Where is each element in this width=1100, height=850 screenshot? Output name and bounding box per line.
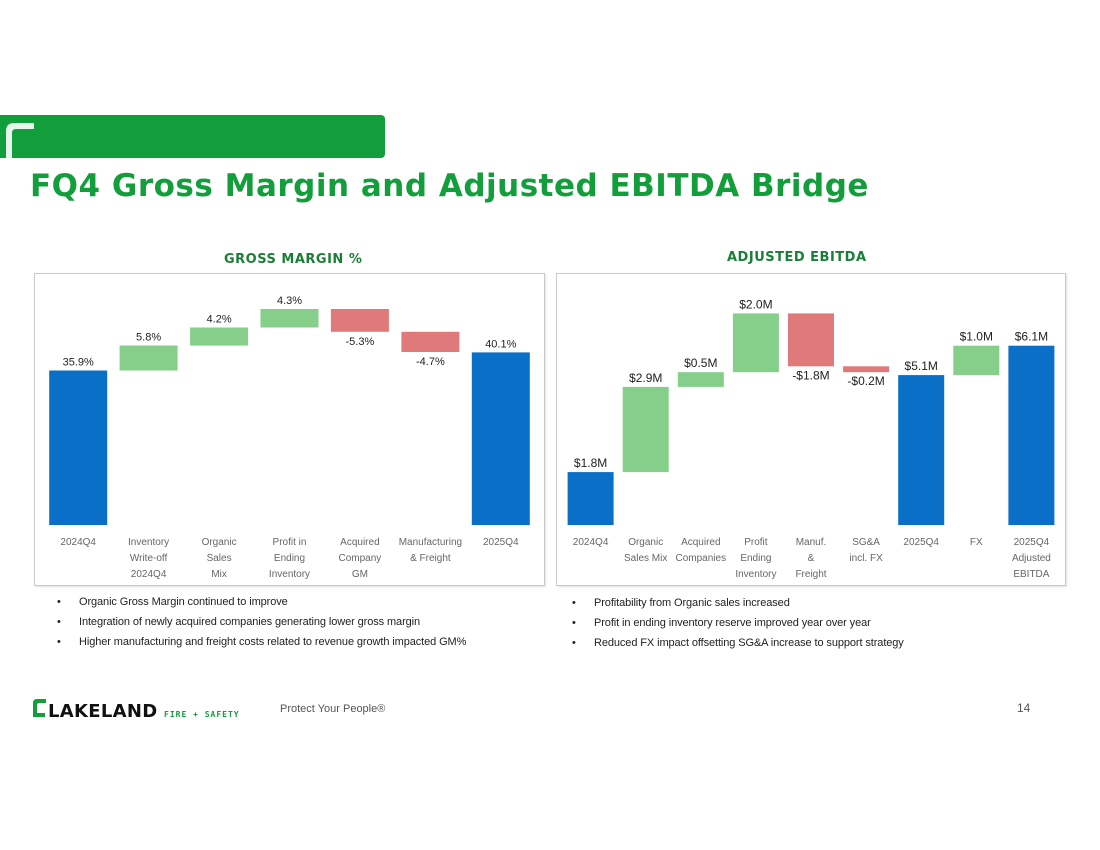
category-label: Freight: [795, 569, 826, 580]
category-label: SG&A: [852, 537, 880, 548]
data-label: $6.1M: [1015, 330, 1048, 344]
gross-margin-waterfall-chart: 35.9% 2024Q4 5.8% Inventory Write-off 2024Q4 4…: [34, 273, 545, 586]
category-label: Organic: [628, 537, 663, 548]
gross-margin-chart-title: GROSS MARGIN %: [224, 252, 363, 267]
category-label: Mix: [211, 569, 227, 580]
waterfall-bar: [401, 331, 460, 352]
category-label: &: [808, 553, 815, 564]
lakeland-logo: LAKELAND FIRE + SAFETY: [33, 699, 240, 721]
waterfall-bar: [788, 313, 834, 367]
waterfall-bar: [953, 345, 1000, 376]
category-label: Manufacturing: [399, 537, 462, 548]
data-label: $1.8M: [574, 456, 607, 470]
category-label: Ending: [274, 553, 305, 564]
category-label: Companies: [676, 553, 727, 564]
logo-subtitle: FIRE + SAFETY: [164, 710, 240, 719]
data-label: $2.0M: [739, 297, 772, 311]
category-label: Company: [338, 553, 381, 564]
category-label: Write-off: [130, 553, 168, 564]
category-label: 2024Q4: [573, 537, 609, 548]
leaf-logo-icon: [6, 123, 34, 158]
data-label: 4.2%: [207, 314, 232, 326]
adjusted-ebitda-waterfall-chart: $1.8M 2024Q4 $2.9M Organic Sales Mix $0.5M Acq…: [556, 273, 1066, 586]
category-label: 2025Q4: [903, 537, 939, 548]
waterfall-bar: [471, 352, 530, 525]
category-label: Organic: [202, 537, 237, 548]
waterfall-bar: [843, 366, 890, 373]
bullet-item: Profit in ending inventory reserve impro…: [569, 616, 904, 636]
data-label: $0.5M: [684, 356, 717, 370]
data-label: $1.0M: [960, 330, 993, 344]
category-label: Ending: [740, 553, 771, 564]
logo-wordmark: LAKELAND: [48, 701, 157, 721]
waterfall-bar: [49, 370, 108, 525]
ebitda-chart-title: ADJUSTED EBITDA: [727, 250, 867, 265]
data-label: -$0.2M: [847, 374, 884, 388]
category-label: Sales Mix: [624, 553, 667, 564]
data-label: -5.3%: [346, 336, 375, 348]
category-label: Profit in: [273, 537, 307, 548]
category-label: Acquired: [340, 537, 379, 548]
waterfall-bar: [677, 372, 724, 387]
category-label: 2024Q4: [60, 537, 96, 548]
data-label: 40.1%: [485, 338, 516, 350]
bullet-item: Organic Gross Margin continued to improv…: [54, 595, 466, 615]
data-label: 4.3%: [277, 295, 302, 307]
waterfall-bar: [190, 327, 249, 346]
category-label: GM: [352, 569, 368, 580]
data-label: -$1.8M: [792, 368, 829, 382]
gross-margin-bullets: Organic Gross Margin continued to improv…: [54, 595, 466, 655]
bullet-item: Reduced FX impact offsetting SG&A increa…: [569, 636, 904, 656]
bullet-item: Higher manufacturing and freight costs r…: [54, 635, 466, 655]
category-label: Adjusted: [1012, 553, 1051, 564]
category-label: Inventory: [128, 537, 169, 548]
category-label: incl. FX: [849, 553, 883, 564]
waterfall-bar: [898, 375, 945, 525]
waterfall-bar: [260, 309, 319, 328]
category-label: Inventory: [735, 569, 776, 580]
page-number: 14: [1017, 701, 1031, 715]
tagline: Protect Your People®: [280, 703, 386, 715]
data-label: 5.8%: [136, 332, 161, 344]
category-label: 2025Q4: [1014, 537, 1050, 548]
data-label: 35.9%: [63, 357, 94, 369]
category-label: Inventory: [269, 569, 310, 580]
category-label: & Freight: [410, 553, 451, 564]
ebitda-chart-svg: $1.8M 2024Q4 $2.9M Organic Sales Mix $0.5M Acq…: [567, 297, 1055, 580]
category-label: EBITDA: [1013, 569, 1049, 580]
data-label: -4.7%: [416, 356, 445, 368]
category-label: 2024Q4: [131, 569, 167, 580]
data-label: $2.9M: [629, 371, 662, 385]
ebitda-bullets: Profitability from Organic sales increas…: [569, 596, 904, 656]
waterfall-bar: [1008, 345, 1055, 525]
waterfall-bar: [330, 309, 389, 332]
page-title: FQ4 Gross Margin and Adjusted EBITDA Bri…: [30, 168, 869, 204]
waterfall-bar: [732, 313, 779, 373]
category-label: Profit: [744, 537, 768, 548]
category-label: 2025Q4: [483, 537, 519, 548]
title-accent-bar: [0, 115, 385, 158]
category-label: Acquired: [681, 537, 720, 548]
category-label: Manuf.: [796, 537, 827, 548]
bullet-item: Profitability from Organic sales increas…: [569, 596, 904, 616]
gross-margin-chart-svg: 35.9% 2024Q4 5.8% Inventory Write-off 2024Q4 4…: [49, 295, 530, 580]
bullet-item: Integration of newly acquired companies …: [54, 615, 466, 635]
data-label: $5.1M: [905, 359, 938, 373]
category-label: Sales: [207, 553, 232, 564]
category-label: FX: [970, 537, 983, 548]
waterfall-bar: [567, 472, 614, 525]
waterfall-bar: [119, 345, 178, 371]
waterfall-bar: [622, 386, 669, 473]
